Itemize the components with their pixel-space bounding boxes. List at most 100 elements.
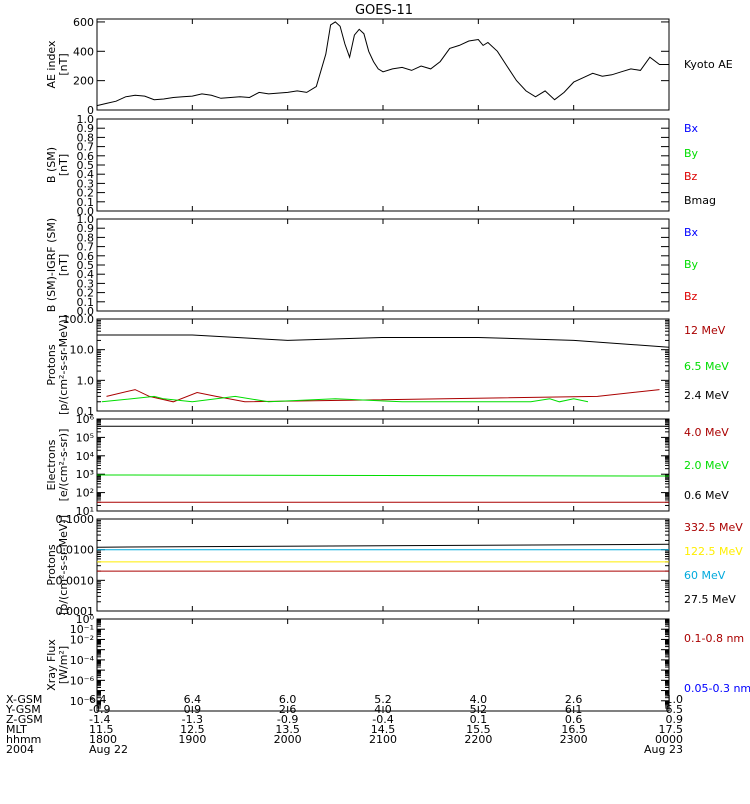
- y-tick-label: 0.1000: [56, 513, 95, 526]
- orbit-row-value: -1.4: [89, 713, 110, 726]
- y-tick-label: 400: [73, 45, 94, 58]
- y-tick-label: 0.6: [77, 250, 95, 263]
- legend-entry: 332.5 MeV: [684, 521, 743, 534]
- y-axis-label: Xray Flux: [45, 639, 58, 691]
- legend-entry: 0.6 MeV: [684, 489, 729, 502]
- y-tick-label: 0.2: [77, 187, 95, 200]
- y-tick-label: 0.1: [77, 405, 95, 418]
- y-tick-label: 1.0: [77, 374, 95, 387]
- orbit-row-value: 2100: [369, 733, 397, 746]
- legend-entry: 0.05-0.3 nm: [684, 682, 750, 695]
- y-tick-label: 0.4: [77, 268, 95, 281]
- y-tick-label: 0: [87, 104, 94, 117]
- legend-entry: Bz: [684, 170, 698, 183]
- legend-entry: By: [684, 147, 699, 160]
- y-axis-label: [p/(cm²-s-sr-MeV)]: [57, 515, 70, 615]
- legend-entry: Bx: [684, 226, 699, 239]
- legend-entry: 2.0 MeV: [684, 459, 729, 472]
- legend-entry: 12 MeV: [684, 324, 726, 337]
- legend-entry: 60 MeV: [684, 569, 726, 582]
- legend-entry: 0.1-0.8 nm: [684, 632, 744, 645]
- legend-entry: Bx: [684, 122, 699, 135]
- orbit-row-value: -1.3: [182, 713, 203, 726]
- panel-protons2: 0.0001 0.0010 0.0100 0.1000 Protons [p/(cm²-s…: [45, 513, 743, 618]
- orbit-row-label: 2004: [6, 743, 34, 756]
- y-tick-label: 10⁴: [76, 450, 95, 463]
- y-axis-label: AE index: [45, 40, 58, 89]
- legend-entry: Bmag: [684, 194, 716, 207]
- y-tick-label: 0.1: [77, 296, 95, 309]
- orbit-row-value: Aug 22: [89, 743, 128, 756]
- orbit-row-value: 6.4: [184, 693, 202, 706]
- legend-entry: 4.0 MeV: [684, 426, 729, 439]
- legend-entry: 122.5 MeV: [684, 545, 743, 558]
- orbit-row-label: Z-GSM: [6, 713, 43, 726]
- y-tick-label: 0.9: [77, 222, 95, 235]
- orbit-row-value: 6.1: [565, 703, 583, 716]
- y-tick-label: 10⁶: [76, 413, 95, 426]
- y-tick-label: 0.1: [77, 196, 95, 209]
- orbit-row-value: 15.5: [466, 723, 491, 736]
- orbit-row-value: 0000: [655, 733, 683, 746]
- orbit-row-value: 11.5: [89, 723, 114, 736]
- orbit-row-value: 5.2: [374, 693, 392, 706]
- legend-entry: 27.5 MeV: [684, 593, 736, 606]
- orbit-row-value: 0.1: [470, 713, 488, 726]
- legend-entry: 6.5 MeV: [684, 360, 729, 373]
- y-tick-label: 0.8: [77, 231, 95, 244]
- y-axis-label: Protons: [45, 544, 58, 585]
- y-axis-label: B (SM): [45, 147, 58, 183]
- y-axis-label: B (SM)-IGRF (SM): [45, 218, 58, 312]
- y-axis-label: [W/m²]: [57, 646, 70, 684]
- orbit-row-value: 0.9: [184, 703, 202, 716]
- y-axis-label: [e/(cm²-s-sr)]: [57, 429, 70, 502]
- y-axis-label: [nT]: [57, 53, 70, 75]
- orbit-row-label: X-GSM: [6, 693, 42, 706]
- series-line-12-mev: [106, 389, 660, 403]
- legend-entry: Bz: [684, 290, 698, 303]
- series-line-2-4-mev: [97, 334, 670, 348]
- panel-protons1: 0.1 1.0 10.0 100.0 Protons [p/(cm²-s-sr-MeV)]…: [45, 313, 729, 418]
- orbit-row-value: 2200: [464, 733, 492, 746]
- orbit-row-value: 0.9: [666, 713, 684, 726]
- y-tick-label: 0.5: [77, 259, 95, 272]
- y-tick-label: 10⁻²: [70, 633, 94, 646]
- y-tick-label: 0.5: [77, 159, 95, 172]
- orbit-row-value: 2.6: [565, 693, 583, 706]
- orbit-row-value: 14.5: [371, 723, 396, 736]
- y-tick-label: 10⁻⁶: [70, 674, 95, 687]
- series-line-27-5-mev: [96, 543, 670, 548]
- y-tick-label: 0.0001: [56, 605, 95, 618]
- chart-title: GOES-11: [355, 3, 413, 18]
- panel-frame: [96, 218, 670, 312]
- y-tick-label: 10⁻¹: [70, 623, 94, 636]
- legend-entry: Kyoto AE: [684, 58, 733, 71]
- orbit-row-value: -0.4: [372, 713, 393, 726]
- orbit-row-value: 1800: [89, 733, 117, 746]
- orbit-row-label: Y-GSM: [5, 703, 41, 716]
- y-tick-label: 10⁻⁴: [70, 654, 95, 667]
- panel-frame: [96, 518, 670, 612]
- orbit-row-value: 2.6: [279, 703, 297, 716]
- y-axis-label: Protons: [45, 344, 58, 385]
- y-axis-label: [nT]: [57, 154, 70, 176]
- y-axis-label: Electrons: [45, 439, 58, 490]
- y-tick-label: 0.9: [77, 122, 95, 135]
- panel-frame: [96, 118, 670, 212]
- y-tick-label: 0.7: [77, 141, 95, 154]
- orbit-row-value: 13.5: [275, 723, 300, 736]
- panel-bdiff: 0.00.10.20.30.40.50.60.70.80.91.0 B (SM)-…: [45, 213, 699, 318]
- orbit-row-value: 4.0: [374, 703, 392, 716]
- orbit-row-value: -0.9: [89, 703, 110, 716]
- y-tick-label: 1.0: [77, 113, 95, 126]
- orbit-row-value: 4.0: [470, 693, 488, 706]
- orbit-row-value: 16.5: [561, 723, 586, 736]
- y-axis-label: [nT]: [57, 254, 70, 276]
- y-tick-label: 10²: [76, 487, 94, 500]
- y-tick-label: 100.0: [63, 313, 95, 326]
- y-tick-label: 0.6: [77, 150, 95, 163]
- panel-electrons: 10¹ 10² 10³ 10⁴ 10⁵ 10⁶ Electrons [e/(cm²-s-sr)…: [45, 413, 729, 518]
- y-tick-label: 0.0100: [56, 544, 95, 557]
- y-tick-label: 10⁻⁸: [70, 695, 95, 708]
